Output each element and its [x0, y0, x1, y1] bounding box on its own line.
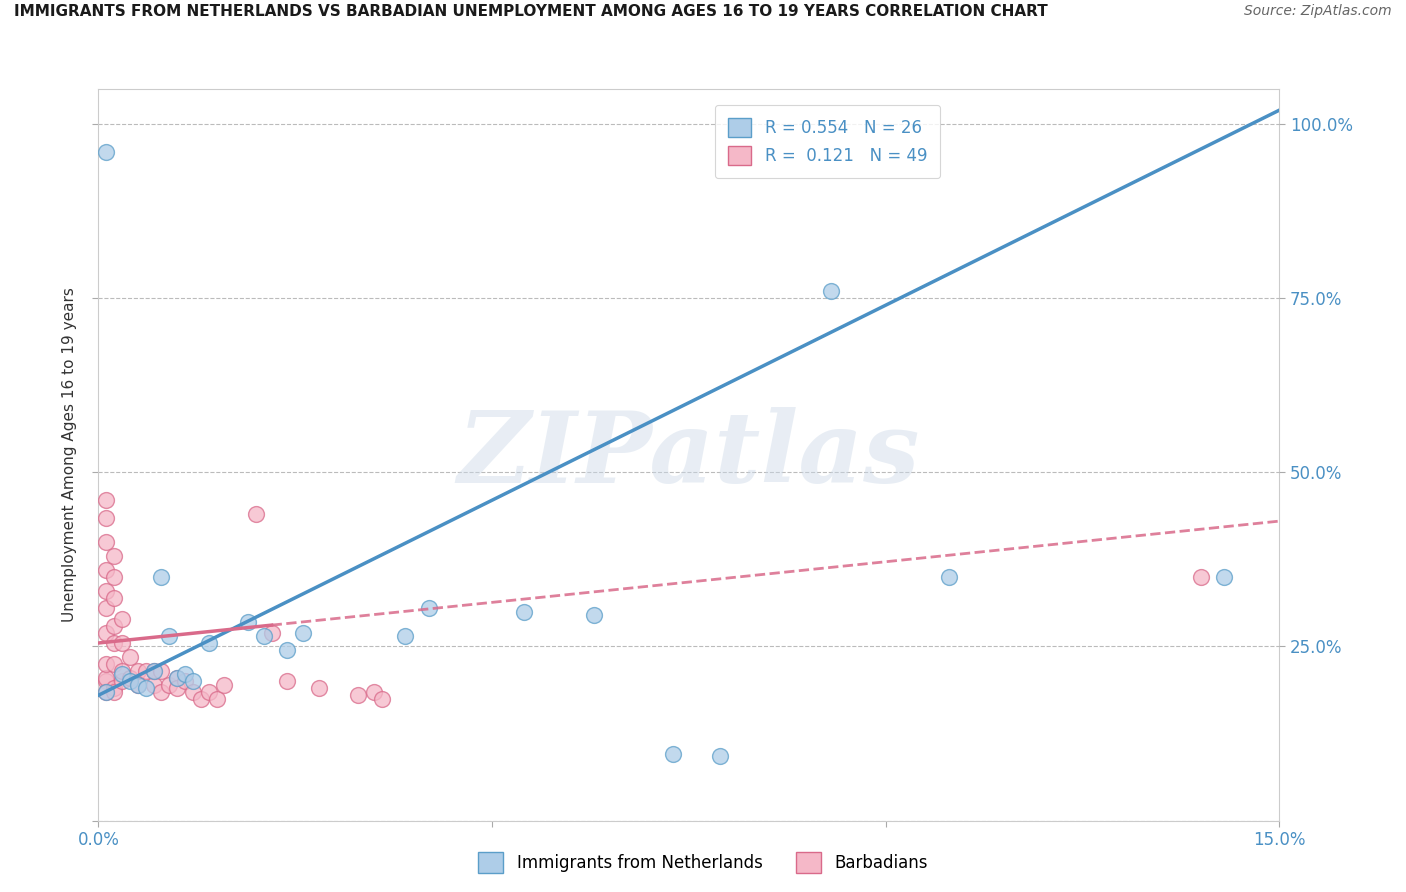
Point [103, 618, 125, 632]
Point [96, 674, 118, 689]
Point [166, 681, 188, 696]
Point [111, 667, 134, 681]
Point [938, 570, 960, 584]
Point [276, 674, 298, 689]
Point [142, 664, 165, 678]
Point [111, 664, 134, 678]
Point [190, 691, 212, 706]
Y-axis label: Unemployment Among Ages 16 to 19 years: Unemployment Among Ages 16 to 19 years [62, 287, 77, 623]
Point [96, 671, 118, 685]
Text: ZIPatlas: ZIPatlas [458, 407, 920, 503]
Point [197, 636, 219, 650]
Point [127, 678, 149, 692]
Point [236, 615, 259, 629]
Point [181, 674, 204, 689]
Point [96, 493, 118, 508]
Point [127, 664, 149, 678]
Point [118, 674, 141, 689]
Point [197, 685, 219, 699]
Point [583, 608, 606, 623]
Point [96, 510, 118, 524]
Point [205, 691, 228, 706]
Point [111, 612, 134, 626]
Point [142, 664, 165, 678]
Point [166, 671, 188, 685]
Point [174, 674, 197, 689]
Point [820, 284, 842, 298]
Point [103, 657, 125, 671]
Point [150, 685, 173, 699]
Point [103, 549, 125, 563]
Point [150, 664, 173, 678]
Point [103, 681, 125, 696]
Point [1213, 570, 1236, 584]
Point [103, 570, 125, 584]
Point [135, 681, 157, 696]
Point [127, 678, 149, 692]
Point [103, 636, 125, 650]
Point [111, 636, 134, 650]
Point [308, 681, 330, 696]
Point [174, 667, 197, 681]
Point [96, 657, 118, 671]
Point [418, 601, 440, 615]
Point [1189, 570, 1212, 584]
Point [96, 685, 118, 699]
Point [96, 535, 118, 549]
Point [157, 629, 180, 643]
Point [512, 605, 534, 619]
Legend: R = 0.554   N = 26, R =  0.121   N = 49: R = 0.554 N = 26, R = 0.121 N = 49 [714, 105, 941, 178]
Point [150, 570, 173, 584]
Point [166, 671, 188, 685]
Point [276, 643, 298, 657]
Point [96, 625, 118, 640]
Point [157, 678, 180, 692]
Point [292, 625, 315, 640]
Point [709, 748, 731, 763]
Point [96, 145, 118, 159]
Point [103, 685, 125, 699]
Point [96, 583, 118, 598]
Point [96, 685, 118, 699]
Point [111, 674, 134, 689]
Point [394, 629, 416, 643]
Point [214, 678, 236, 692]
Point [245, 507, 267, 521]
Point [96, 601, 118, 615]
Point [103, 591, 125, 605]
Text: Source: ZipAtlas.com: Source: ZipAtlas.com [1244, 4, 1392, 19]
Point [363, 685, 385, 699]
Text: IMMIGRANTS FROM NETHERLANDS VS BARBADIAN UNEMPLOYMENT AMONG AGES 16 TO 19 YEARS : IMMIGRANTS FROM NETHERLANDS VS BARBADIAN… [14, 4, 1047, 20]
Point [118, 671, 141, 685]
Point [118, 649, 141, 664]
Point [371, 691, 394, 706]
Legend: Immigrants from Netherlands, Barbadians: Immigrants from Netherlands, Barbadians [471, 846, 935, 880]
Point [260, 625, 283, 640]
Point [96, 563, 118, 577]
Point [662, 747, 685, 762]
Point [142, 678, 165, 692]
Point [181, 685, 204, 699]
Point [347, 688, 370, 702]
Point [135, 664, 157, 678]
Point [253, 629, 276, 643]
